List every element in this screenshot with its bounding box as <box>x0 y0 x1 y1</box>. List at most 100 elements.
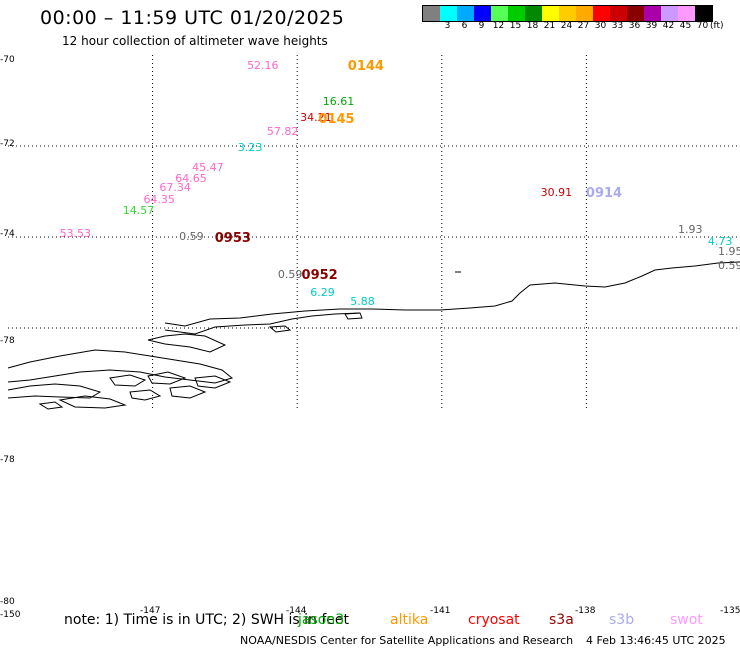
island-5 <box>194 375 232 389</box>
scale-tick-label: 15 <box>509 21 522 31</box>
lat-tick-label: -72 <box>0 139 15 149</box>
footer-timestamp: 4 Feb 13:46:45 UTC 2025 <box>586 634 726 647</box>
scale-tick-label: 21 <box>543 21 556 31</box>
satellite-legend-item: s3b <box>609 612 635 628</box>
scale-swatch <box>559 6 576 21</box>
lon-tick-label: -144 <box>286 606 307 616</box>
swh-value: 53.53 <box>59 227 92 241</box>
island-4 <box>147 371 187 385</box>
lat-tick-label: -80 <box>0 597 15 607</box>
swh-value: 64.35 <box>143 193 175 207</box>
scale-swatch <box>491 6 508 21</box>
scale-swatch <box>644 6 661 21</box>
lon-tick-label: -147 <box>140 606 161 616</box>
lon-tick-label: -141 <box>430 606 451 616</box>
island-6 <box>58 395 127 409</box>
swh-value: 1.93 <box>677 222 703 236</box>
scale-tick-label: 6 <box>461 21 468 31</box>
lon-tick-label: -150 <box>0 610 21 620</box>
page-subtitle: 12 hour collection of altimeter wave hei… <box>62 34 328 48</box>
scale-swatch <box>457 6 474 21</box>
island-11 <box>344 312 363 320</box>
lon-tick-label: -138 <box>575 606 596 616</box>
swh-value: 0.59 <box>179 230 204 244</box>
scale-swatch <box>508 6 525 21</box>
pass-time-label: 0144 <box>347 59 384 75</box>
scale-swatch <box>695 6 712 21</box>
pass-time-label: 0145 <box>318 111 355 127</box>
swh-value: 30.91 <box>540 185 573 199</box>
scale-swatch <box>678 6 695 21</box>
island-2 <box>7 383 102 399</box>
scale-tick-label: 27 <box>577 21 590 31</box>
swh-value: 16.61 <box>322 95 355 109</box>
scale-swatch <box>423 6 440 21</box>
satellite-legend-item: altika <box>390 612 429 628</box>
island-3 <box>109 374 147 387</box>
swh-value: 67.34 <box>159 181 191 195</box>
pass-time-label: 0953 <box>214 230 251 246</box>
lon-tick-label: -135 <box>720 606 740 616</box>
swh-value: 14.57 <box>122 204 155 218</box>
swh-value: 45.47 <box>192 160 224 174</box>
swh-value: 0.59 <box>718 258 740 272</box>
note-text: note: 1) Time is in UTC; 2) SWH is in fe… <box>64 612 350 628</box>
scale-swatch <box>610 6 627 21</box>
coastline-inner <box>164 312 361 335</box>
island-8 <box>169 385 207 399</box>
scale-unit: (ft) <box>710 21 724 31</box>
scale-tick-label: 39 <box>645 21 658 31</box>
swh-value: 1.95 <box>718 244 740 258</box>
scale-tick-label: 18 <box>526 21 539 31</box>
pass-time-label: 0914 <box>585 185 623 201</box>
swh-value: 3.23 <box>237 140 263 154</box>
scale-swatch <box>593 6 610 21</box>
swh-value: 64.65 <box>175 172 207 186</box>
scale-swatch <box>627 6 644 21</box>
wave-height-scale-labels: 3 6 9 12 15 18 21 24 27 30 33 36 39 42 45 70 <box>422 21 711 31</box>
scale-tick-label: 70 <box>696 21 709 31</box>
scale-tick-label: 3 <box>444 21 451 31</box>
page-title: 00:00 – 11:59 UTC 01/20/2025 <box>40 7 345 29</box>
swh-value: 5.88 <box>350 295 375 309</box>
swh-value: 6.29 <box>310 285 335 299</box>
island-7 <box>129 389 162 401</box>
footer-credit: NOAA/NESDIS Center for Satellite Applica… <box>240 634 574 647</box>
satellite-legend-item: jason3 <box>298 612 345 628</box>
island-10 <box>268 325 292 333</box>
ice-shelf-coastline <box>164 261 740 327</box>
lat-tick-label: -78 <box>0 455 15 465</box>
swh-value: 0.59 <box>277 267 303 281</box>
lon-gridlines <box>152 55 587 408</box>
coastline-lower <box>147 333 227 353</box>
scale-swatch <box>661 6 678 21</box>
scale-tick-label: 24 <box>560 21 573 31</box>
scale-swatch <box>440 6 457 21</box>
satellite-legend-item: swot <box>670 612 703 628</box>
scale-swatch <box>474 6 491 21</box>
lat-tick-label: -70 <box>0 55 15 65</box>
pass-time-label: 0952 <box>301 267 338 283</box>
lat-tick-label: -78 <box>0 336 15 346</box>
scale-tick-label: 33 <box>611 21 624 31</box>
swh-value: 4.73 <box>707 234 733 248</box>
scale-tick-label: 12 <box>492 21 505 31</box>
wave-height-scale <box>422 5 713 22</box>
satellite-legend-item: s3a <box>549 612 574 628</box>
scale-swatch <box>525 6 542 21</box>
scale-tick-label: 42 <box>662 21 675 31</box>
scale-swatch <box>542 6 559 21</box>
scale-tick-label: 9 <box>478 21 485 31</box>
coastline <box>7 261 740 410</box>
scale-tick-label: 30 <box>594 21 607 31</box>
scale-tick-label: 45 <box>679 21 692 31</box>
island-1 <box>7 349 234 384</box>
scale-tick-label: 36 <box>628 21 641 31</box>
island-9 <box>38 401 64 410</box>
lat-tick-label: -74 <box>0 229 15 239</box>
swh-value: 57.82 <box>266 124 299 138</box>
scale-swatch <box>576 6 593 21</box>
swh-value: 34.21 <box>300 111 332 125</box>
satellite-legend-item: cryosat <box>468 612 520 628</box>
